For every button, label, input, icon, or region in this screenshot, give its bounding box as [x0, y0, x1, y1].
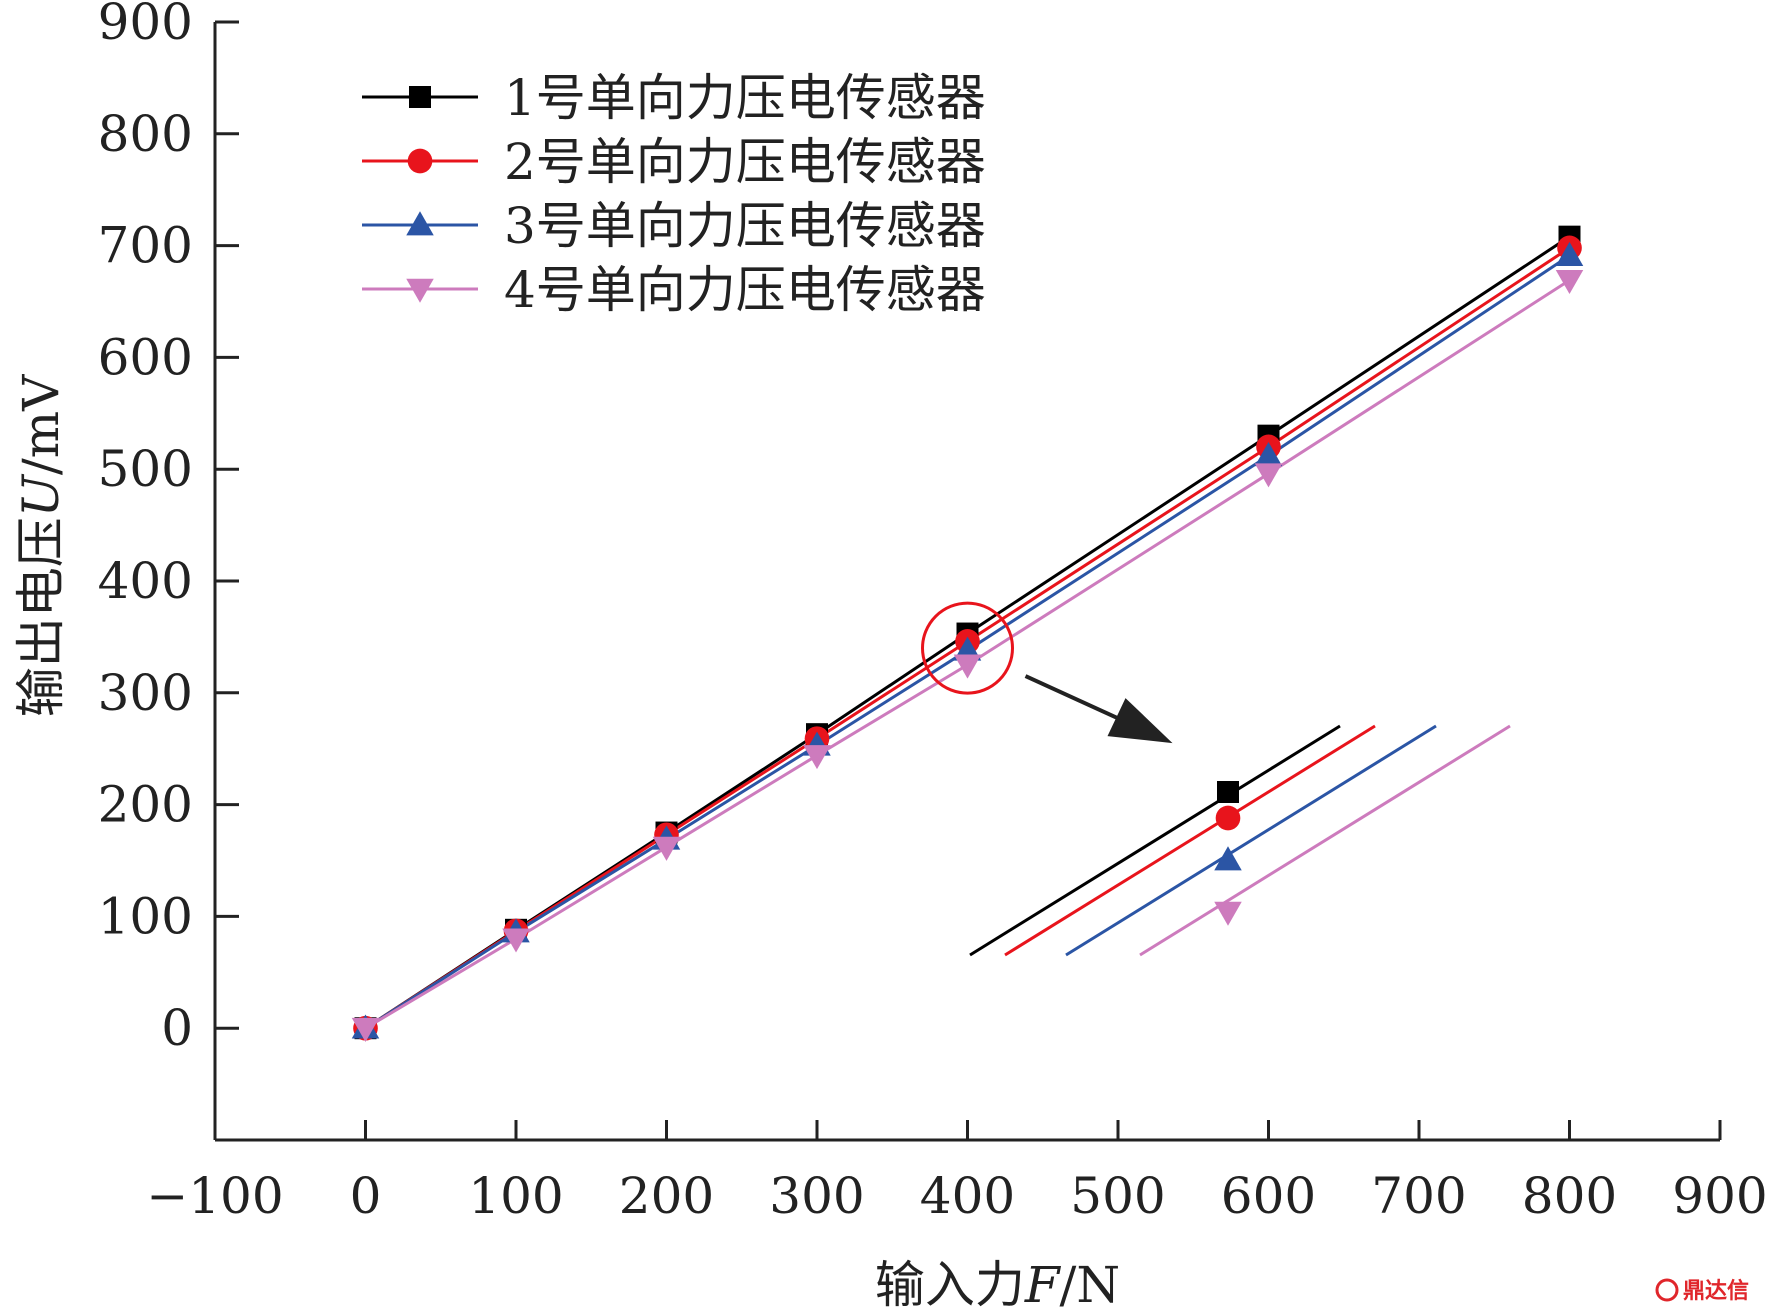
y-tick-label: 400 — [98, 552, 193, 610]
data-point-series-4 — [652, 836, 681, 861]
data-point-series-4 — [803, 745, 831, 770]
y-tick-label: 0 — [161, 999, 193, 1057]
legend-marker-2 — [407, 148, 433, 174]
axes: −100 0 100 200 300 400 500 600 700 800 900 0 100 200 3… — [98, 0, 1768, 1225]
zoom-circle — [921, 601, 1014, 695]
x-tick-label: −100 — [146, 1167, 283, 1225]
data-point-series-4 — [953, 654, 982, 679]
inset-marker-4 — [1214, 901, 1242, 926]
watermark-text: 鼎达信 — [1683, 1278, 1749, 1304]
x-tick-label: 700 — [1371, 1167, 1466, 1225]
zoom-arrow-shaft — [1024, 674, 1119, 720]
y-axis-title: 输出电压U/mV — [12, 374, 70, 717]
y-tick-label: 600 — [98, 328, 193, 386]
y-tick-label: 100 — [98, 887, 193, 945]
x-tick-label: 100 — [468, 1167, 563, 1225]
x-tick-label: 0 — [350, 1167, 382, 1225]
legend-marker-3 — [406, 211, 434, 236]
inset-marker-1 — [1217, 781, 1239, 803]
legend-marker-4 — [406, 278, 434, 303]
data-point-series-3 — [1254, 442, 1283, 467]
y-tick-label: 500 — [98, 440, 193, 498]
data-point-series-4 — [1254, 463, 1283, 488]
legend-label-1: 1号单向力压电传感器 — [504, 69, 986, 127]
inset-line-2 — [1004, 724, 1376, 957]
data-point-series-3 — [1555, 241, 1584, 266]
legend-label-3: 3号单向力压电传感器 — [504, 197, 986, 255]
inset-line-3 — [1065, 724, 1437, 957]
y-tick-label: 200 — [98, 776, 193, 834]
series-markers — [351, 225, 1584, 1042]
legend-marker-1 — [409, 86, 431, 108]
legend-label-4: 4号单向力压电传感器 — [504, 261, 986, 319]
data-point-series-4 — [351, 1017, 380, 1042]
x-axis-title: 输入力F/N — [875, 1256, 1120, 1309]
axis-titles: 输入力F/N 输出电压U/mV — [12, 374, 1120, 1309]
inset-marker-2 — [1215, 805, 1241, 831]
y-tick-label: 800 — [98, 105, 193, 163]
zoom-annotation — [921, 601, 1511, 957]
inset-marker-3 — [1214, 846, 1242, 871]
legend-label-2: 2号单向力压电传感器 — [504, 133, 986, 191]
x-tick-label: 200 — [619, 1167, 714, 1225]
x-tick-label: 300 — [769, 1167, 864, 1225]
watermark-logo-icon — [1655, 1278, 1679, 1302]
x-tick-label: 900 — [1672, 1167, 1767, 1225]
watermark: 鼎达信 — [1655, 1278, 1749, 1304]
inset-line-1 — [969, 724, 1341, 957]
inset-line-4 — [1139, 724, 1511, 957]
data-point-series-4 — [502, 928, 530, 953]
y-tick-label: 300 — [98, 664, 193, 722]
x-tick-label: 800 — [1522, 1167, 1617, 1225]
x-tick-label: 400 — [920, 1167, 1015, 1225]
y-tick-label: 700 — [98, 217, 193, 275]
legend: 1号单向力压电传感器 2号单向力压电传感器 3号单向力压电传感器 4号单向力压电传感器 — [362, 69, 986, 319]
data-point-series-4 — [1555, 269, 1584, 295]
y-tick-label: 900 — [98, 0, 193, 51]
x-tick-label: 500 — [1070, 1167, 1165, 1225]
x-tick-label: 600 — [1221, 1167, 1316, 1225]
zoom-arrow-head — [1107, 698, 1173, 744]
